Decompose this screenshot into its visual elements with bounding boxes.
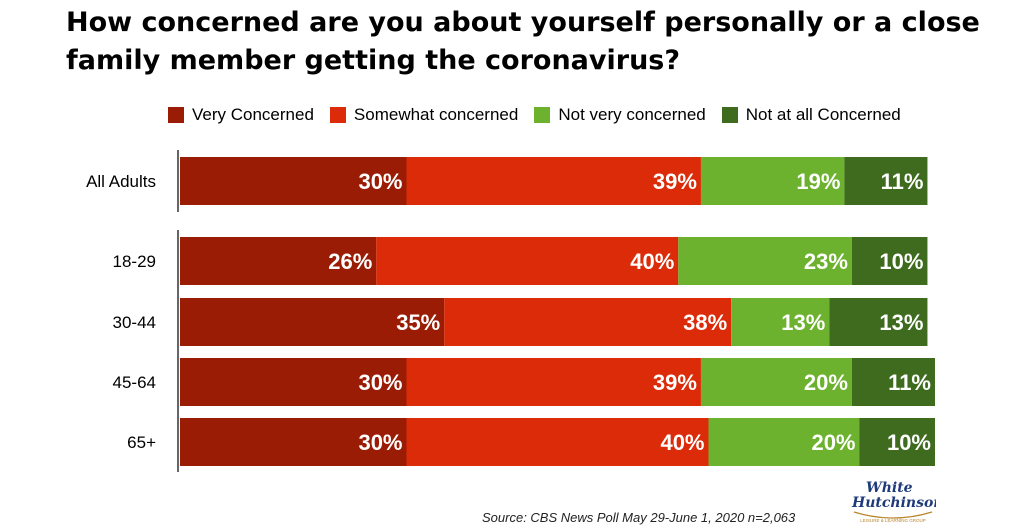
category-label: 30-44 xyxy=(113,313,156,332)
bar-segment xyxy=(859,418,935,466)
data-label: 11% xyxy=(881,169,924,194)
bar-segment xyxy=(180,157,407,205)
bar-segment xyxy=(406,418,709,466)
data-label: 13% xyxy=(781,310,825,335)
bar-segment xyxy=(180,418,407,466)
data-label: 38% xyxy=(683,310,727,335)
source-note: Source: CBS News Poll May 29-June 1, 202… xyxy=(482,510,796,525)
data-label: 23% xyxy=(804,249,848,274)
bar-segment xyxy=(851,358,935,406)
category-label: 65+ xyxy=(127,433,156,452)
logo-tagline: LEISURE & LEARNING GROUP xyxy=(860,518,926,523)
bar-segment xyxy=(700,157,845,205)
data-label: 10% xyxy=(887,430,931,455)
white-hutchinson-logo: White Hutchinson LEISURE & LEARNING GROU… xyxy=(851,480,936,523)
bar-segment xyxy=(829,298,928,346)
category-label: 18-29 xyxy=(113,252,156,271)
bar-segment xyxy=(731,298,830,346)
legend-swatch xyxy=(329,107,346,123)
data-label: 13% xyxy=(879,310,923,335)
bar-segment xyxy=(180,298,445,346)
bar-segment xyxy=(844,157,928,205)
category-label: All Adults xyxy=(86,172,156,191)
legend-label: Very Concerned xyxy=(192,105,314,124)
bar-segment xyxy=(406,157,701,205)
logo-arc xyxy=(853,511,933,519)
data-label: 30% xyxy=(358,430,402,455)
category-label: 45-64 xyxy=(113,373,156,392)
bar-segment xyxy=(678,237,852,285)
legend-item-2: Not very concerned xyxy=(534,105,706,125)
logo-line1: White xyxy=(866,480,913,496)
data-label: 40% xyxy=(660,430,704,455)
bar-segment xyxy=(180,358,407,406)
data-label: 30% xyxy=(358,169,402,194)
legend-swatch xyxy=(534,107,551,123)
bar-segment xyxy=(406,358,701,406)
data-label: 11% xyxy=(888,370,931,395)
bar-segment xyxy=(376,237,679,285)
bar-segment xyxy=(444,298,732,346)
data-label: 19% xyxy=(796,169,840,194)
legend-item-0: Very Concerned xyxy=(168,105,314,125)
logo-line2: Hutchinson xyxy=(851,495,936,511)
legend-item-1: Somewhat concerned xyxy=(329,105,519,125)
legend-label: Somewhat concerned xyxy=(353,105,519,124)
legend-label: Not very concerned xyxy=(558,105,706,124)
data-label: 39% xyxy=(653,169,697,194)
data-label: 20% xyxy=(811,430,855,455)
bar-segment xyxy=(700,358,852,406)
chart-legend: Very Concerned Somewhat concerned Not very… xyxy=(168,104,917,126)
data-label: 26% xyxy=(328,249,372,274)
bar-segment xyxy=(180,237,377,285)
legend-label: Not at all Concerned xyxy=(745,105,901,124)
legend-swatch xyxy=(168,107,184,123)
data-label: 10% xyxy=(879,249,923,274)
chart-title: How concerned are you about yourself per… xyxy=(66,7,980,76)
legend-swatch xyxy=(721,107,738,123)
data-label: 20% xyxy=(804,370,848,395)
data-label: 40% xyxy=(630,249,674,274)
bar-segment xyxy=(851,237,928,285)
data-label: 30% xyxy=(358,370,402,395)
data-label: 39% xyxy=(653,370,697,395)
data-label: 35% xyxy=(396,310,440,335)
legend-item-3: Not at all Concerned xyxy=(721,105,901,125)
bar-segment xyxy=(708,418,860,466)
